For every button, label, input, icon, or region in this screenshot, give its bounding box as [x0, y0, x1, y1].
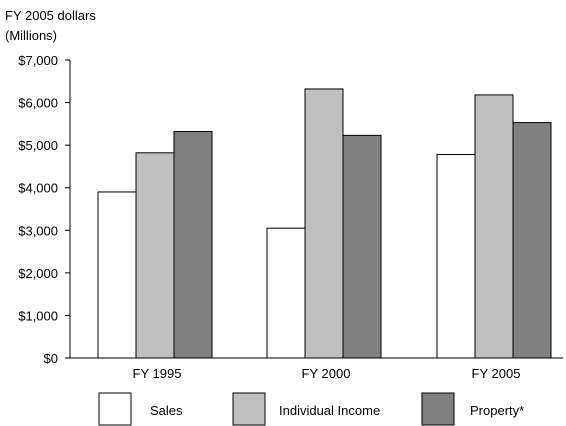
bar [135, 152, 175, 359]
legend-label: Property* [470, 403, 524, 418]
y-tick-label: $2,000 [18, 266, 58, 281]
bar [97, 191, 137, 359]
y-tick-label: $3,000 [18, 223, 58, 238]
x-axis-labels: FY 1995 FY 2000 FY 2005 [133, 366, 521, 381]
y-tick-label: $6,000 [18, 96, 58, 111]
legend-swatch [421, 392, 455, 426]
y-axis-ticks: $0 $1,000 $2,000 $3,000 $4,000 $5,000 $6,000 $7… [18, 53, 70, 366]
legend-swatch [232, 392, 266, 426]
x-tick-label: FY 2000 [302, 366, 351, 381]
bar [512, 122, 552, 359]
x-tick-label: FY 2005 [472, 366, 521, 381]
y-tick-label: $0 [44, 351, 58, 366]
y-tick-label: $5,000 [18, 138, 58, 153]
legend: Sales Individual Income Property* [98, 392, 524, 426]
bars [97, 88, 552, 359]
legend-label: Sales [150, 403, 183, 418]
bar [173, 131, 213, 359]
bar [266, 227, 306, 359]
legend-swatch [98, 392, 132, 426]
legend-label: Individual Income [279, 403, 380, 418]
y-axis-label-line1: FY 2005 dollars [5, 8, 96, 23]
bar [474, 94, 514, 359]
y-tick-label: $7,000 [18, 53, 58, 68]
bar [342, 134, 382, 359]
bar [436, 154, 476, 359]
x-tick-label: FY 1995 [133, 366, 182, 381]
y-tick-label: $4,000 [18, 181, 58, 196]
bar [304, 88, 344, 359]
y-axis-label-line2: (Millions) [5, 28, 57, 43]
y-tick-label: $1,000 [18, 308, 58, 323]
